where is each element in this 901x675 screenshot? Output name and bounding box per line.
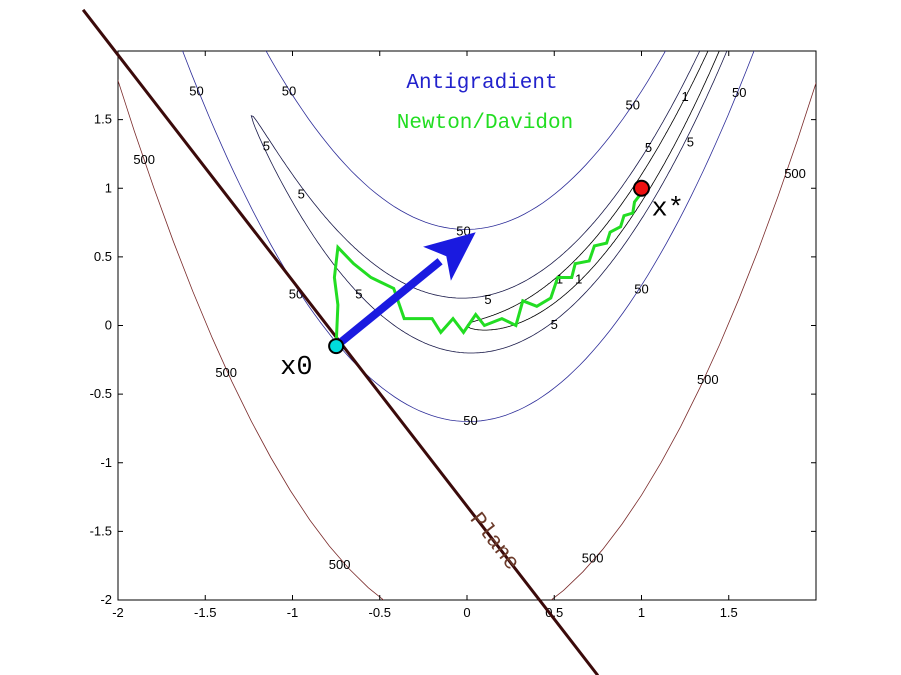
contour-label-6: 50	[289, 287, 303, 302]
contour-label-9: 5	[551, 317, 558, 332]
start-point-marker	[328, 338, 345, 355]
x-tick-label-2: -1	[287, 605, 299, 620]
newton-davidon-path	[332, 187, 643, 347]
contour-label-1: 50	[282, 84, 296, 99]
contour-label-18: 50	[634, 281, 648, 296]
contour-level-5	[250, 51, 728, 354]
contour-label-13: 5	[687, 134, 694, 149]
x-tick-label-6: 1	[638, 605, 645, 620]
start-point-label: x0	[280, 353, 312, 383]
contour-label-21: 500	[215, 365, 237, 380]
x-tick-label-4: 0	[463, 605, 470, 620]
contour-label-7: 5	[355, 287, 362, 302]
legend-newton-davidon: Newton/Davidon	[397, 112, 573, 135]
contour-level-1	[466, 51, 720, 331]
x-tick-label-3: -0.5	[369, 605, 391, 620]
antigradient-arrow-shaft	[333, 258, 443, 350]
contour-label-15: 50	[626, 97, 640, 112]
contour-label-23: 500	[582, 550, 604, 565]
contour-lines	[118, 51, 816, 600]
contour-label-22: 500	[329, 557, 351, 572]
y-tick-label-7: 1.5	[94, 112, 112, 127]
optimum-point-label: x*	[652, 194, 684, 224]
antigradient-arrow-head	[423, 232, 476, 281]
x-tick-label-0: -2	[112, 605, 124, 620]
contour-label-16: 50	[732, 85, 746, 100]
y-tick-label-4: 0	[105, 318, 112, 333]
x-tick-label-1: -1.5	[194, 605, 216, 620]
legend-antigradient: Antigradient	[406, 72, 557, 95]
contour-label-17: 500	[784, 166, 806, 181]
contour-label-19: 500	[697, 372, 719, 387]
y-tick-label-0: -2	[100, 592, 112, 607]
x-tick-label-5: 0.5	[545, 605, 563, 620]
contour-label-14: 5	[645, 140, 652, 155]
contour-label-0: 50	[189, 84, 203, 99]
contour-level-50	[182, 51, 755, 423]
y-tick-label-6: 1	[105, 180, 112, 195]
y-tick-label-2: -1	[100, 455, 112, 470]
y-tick-label-3: -0.5	[90, 386, 112, 401]
contour-label-2: 500	[133, 152, 155, 167]
contour-label-10: 1	[575, 272, 582, 287]
optimum-point-marker	[633, 179, 650, 197]
x-tick-label-7: 1.5	[720, 605, 738, 620]
contour-label-3: 5	[263, 139, 270, 154]
contour-label-4: 5	[298, 187, 305, 202]
contour-label-20: 50	[463, 413, 477, 428]
contour-label-12: 1	[682, 89, 689, 104]
y-tick-label-5: 0.5	[94, 249, 112, 264]
axis-ticks: -2 -1.5 -1 -0.5 0 0.5 1 1.5 -2 -1.5 -1 -0.5 0 0.5 1 1.5	[90, 51, 816, 620]
y-tick-label-1: -1.5	[90, 523, 112, 538]
contour-label-8: 5	[484, 292, 491, 307]
legend: Antigradient Newton/Davidon	[397, 72, 573, 135]
contour-label-11: 1	[556, 272, 563, 287]
